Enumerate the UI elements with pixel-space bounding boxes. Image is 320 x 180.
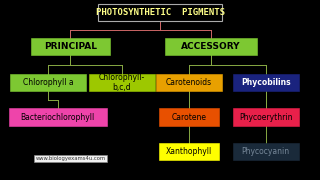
Text: Phycoerythrin: Phycoerythrin — [239, 112, 292, 122]
FancyBboxPatch shape — [9, 108, 107, 126]
FancyBboxPatch shape — [98, 4, 222, 21]
FancyBboxPatch shape — [165, 38, 257, 55]
Text: www.biologyexams4u.com: www.biologyexams4u.com — [35, 156, 106, 161]
Text: PHOTOSYNTHETIC  PIGMENTS: PHOTOSYNTHETIC PIGMENTS — [95, 8, 225, 17]
Text: PRINCIPAL: PRINCIPAL — [44, 42, 97, 51]
Text: ACCESSORY: ACCESSORY — [181, 42, 241, 51]
Text: Chlorophyll-
b,c,d: Chlorophyll- b,c,d — [99, 73, 145, 92]
Text: Bacteriochlorophyll: Bacteriochlorophyll — [20, 112, 95, 122]
Text: Xanthophyll: Xanthophyll — [166, 147, 212, 156]
FancyBboxPatch shape — [159, 143, 219, 160]
FancyBboxPatch shape — [159, 108, 219, 126]
Text: Chlorophyll a: Chlorophyll a — [23, 78, 73, 87]
FancyBboxPatch shape — [233, 108, 299, 126]
FancyBboxPatch shape — [233, 74, 299, 91]
FancyBboxPatch shape — [31, 38, 110, 55]
Text: Carotene: Carotene — [171, 112, 206, 122]
FancyBboxPatch shape — [233, 143, 299, 160]
FancyBboxPatch shape — [10, 74, 86, 91]
Text: Phycocyanin: Phycocyanin — [242, 147, 290, 156]
Text: Phycobilins: Phycobilins — [241, 78, 291, 87]
FancyBboxPatch shape — [156, 74, 222, 91]
FancyBboxPatch shape — [89, 74, 155, 91]
Text: Carotenoids: Carotenoids — [166, 78, 212, 87]
